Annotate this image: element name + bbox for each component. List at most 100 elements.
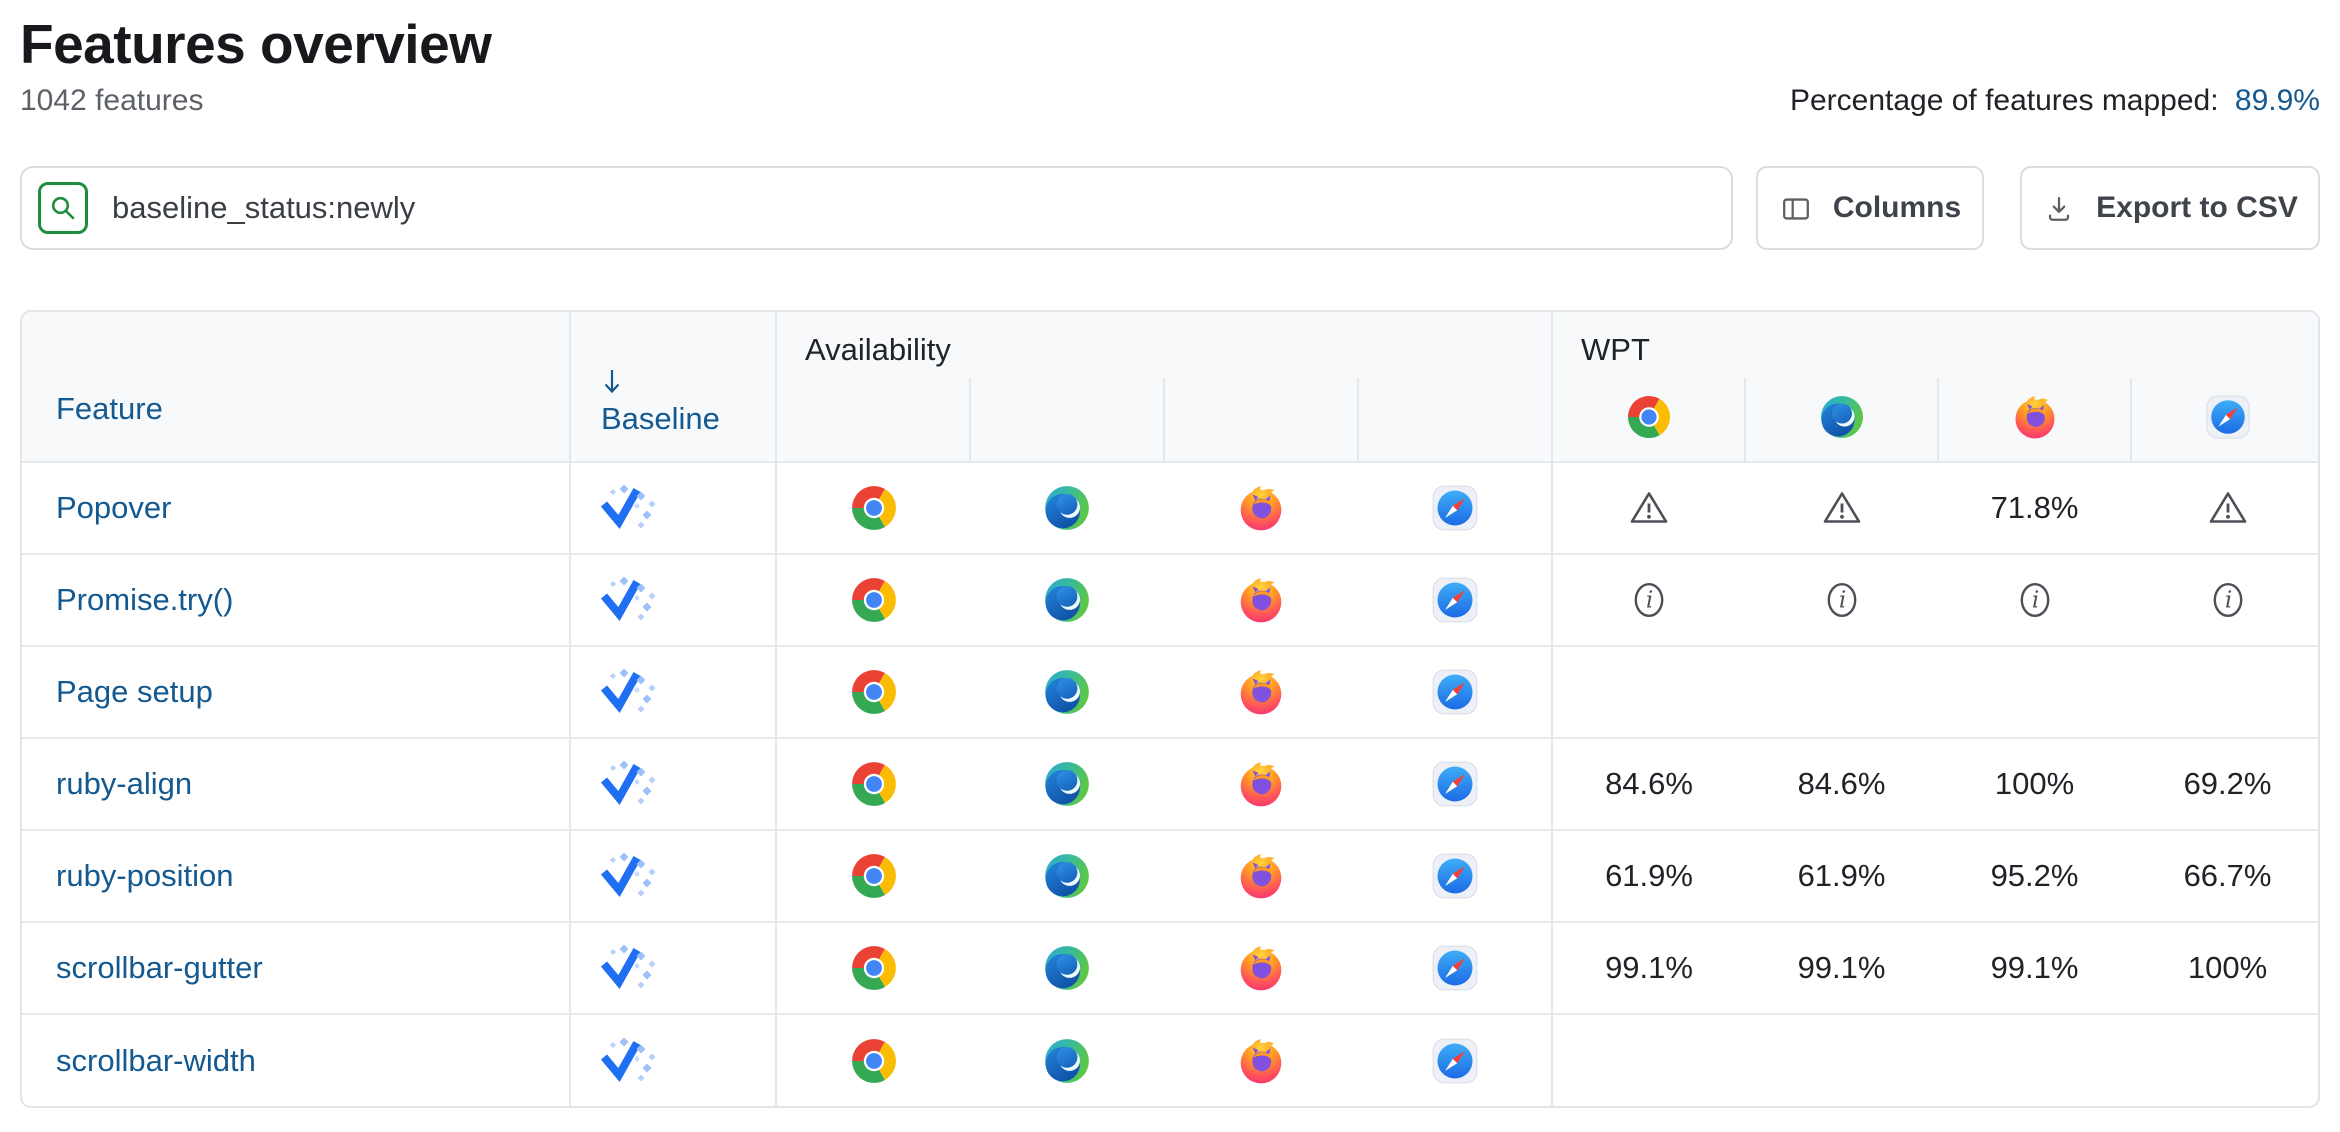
meta-row: 1042 features Percentage of features map… <box>20 84 2320 118</box>
feature-link[interactable]: scrollbar-width <box>56 1042 256 1078</box>
warning-icon[interactable] <box>1627 486 1671 530</box>
availability-firefox-cell <box>1164 461 1358 554</box>
chrome-icon <box>851 854 896 898</box>
wpt-cell: 61.9% <box>1551 829 1746 922</box>
safari-icon <box>1432 945 1477 991</box>
feature-link[interactable]: ruby-align <box>56 766 193 801</box>
availability-edge-cell <box>970 553 1164 646</box>
wpt-cell: 99.1% <box>1745 921 1939 1014</box>
edge-icon <box>1045 578 1089 622</box>
feature-row: Promise.try() <box>22 553 2318 646</box>
firefox-icon <box>1240 486 1282 531</box>
wpt-score: 71.8% <box>1990 490 2079 525</box>
baseline-newly-icon <box>600 760 656 806</box>
svg-text:i: i <box>1646 588 1653 614</box>
toolbar: Columns Export to CSV <box>20 166 2320 250</box>
availability-chrome-cell <box>775 1013 970 1106</box>
wpt-cell: 84.6% <box>1745 737 1939 830</box>
wpt-cell: 71.8% <box>1938 461 2132 554</box>
info-icon[interactable]: i <box>2013 578 2057 622</box>
sort-descending-icon <box>601 367 775 397</box>
baseline-newly-icon <box>600 852 656 898</box>
chrome-icon <box>1627 395 1670 439</box>
feature-name-cell: Popover <box>22 461 570 554</box>
wpt-cell <box>2131 461 2318 554</box>
feature-link[interactable]: Promise.try() <box>56 582 234 617</box>
availability-chrome-cell <box>775 737 970 830</box>
safari-icon <box>1432 577 1477 623</box>
wpt-cell <box>2131 645 2318 738</box>
wpt-cell <box>1745 1013 1939 1106</box>
wpt-subheader-edge <box>1744 378 1939 462</box>
feature-row: scrollbar-width <box>22 1013 2318 1106</box>
svg-text:i: i <box>2031 588 2038 614</box>
search-input[interactable] <box>112 190 1715 226</box>
baseline-newly-icon <box>600 1037 656 1082</box>
wpt-score: 61.9% <box>1605 858 1693 893</box>
feature-row: scrollbar-gutter <box>22 921 2318 1014</box>
wpt-subheader-chrome <box>1551 378 1746 462</box>
edge-icon <box>1045 946 1089 990</box>
chrome-icon <box>851 762 896 806</box>
info-icon[interactable]: i <box>2206 578 2250 622</box>
info-icon[interactable]: i <box>1820 578 1864 622</box>
wpt-cell: 99.1% <box>1938 921 2132 1014</box>
firefox-icon <box>2015 396 2055 439</box>
edge-icon <box>1045 1038 1089 1083</box>
baseline-sort-link[interactable]: Baseline <box>601 401 720 436</box>
feature-row: Popover <box>22 461 2318 554</box>
chrome-icon <box>851 670 896 714</box>
availability-chrome-cell <box>775 553 970 646</box>
availability-edge-cell <box>970 737 1164 830</box>
availability-firefox-cell <box>1164 737 1358 830</box>
availability-chrome-cell <box>775 921 970 1014</box>
wpt-score: 66.7% <box>2183 858 2272 893</box>
wpt-score: 84.6% <box>1605 766 1693 801</box>
info-icon[interactable]: i <box>1627 578 1671 622</box>
feature-link[interactable]: ruby-position <box>56 858 234 893</box>
search-icon-frame <box>38 182 88 234</box>
mapped-percentage-link[interactable]: 89.9% <box>2234 84 2320 117</box>
wpt-cell <box>1745 461 1939 554</box>
availability-safari-cell <box>1358 461 1553 554</box>
wpt-score: 95.2% <box>1990 858 2079 893</box>
availability-firefox-cell <box>1164 645 1358 738</box>
feature-link[interactable]: scrollbar-gutter <box>56 950 263 985</box>
feature-name-cell: scrollbar-width <box>22 1013 570 1106</box>
wpt-cell: i <box>1551 553 1746 646</box>
chrome-icon <box>851 1038 896 1083</box>
warning-icon[interactable] <box>2206 486 2250 530</box>
firefox-icon <box>1240 670 1282 715</box>
edge-icon <box>1045 854 1089 898</box>
feature-link[interactable]: Page setup <box>56 674 213 709</box>
baseline-status-cell <box>569 553 776 646</box>
export-csv-button[interactable]: Export to CSV <box>2020 166 2320 250</box>
feature-count: 1042 features <box>20 84 204 117</box>
search-box[interactable] <box>20 166 1733 250</box>
safari-icon <box>2206 395 2250 439</box>
wpt-cell <box>1551 645 1746 738</box>
feature-row: ruby-position <box>22 829 2318 922</box>
availability-edge-cell <box>970 461 1164 554</box>
wpt-score: 100% <box>1994 766 2075 801</box>
availability-chrome-cell <box>775 645 970 738</box>
edge-icon <box>1045 486 1089 530</box>
svg-text:i: i <box>2224 588 2231 614</box>
columns-button[interactable]: Columns <box>1756 166 1984 250</box>
wpt-subheader-firefox <box>1937 378 2132 462</box>
availability-safari-cell <box>1358 1013 1553 1106</box>
download-icon <box>2042 190 2076 225</box>
feature-link[interactable]: Popover <box>56 490 172 525</box>
firefox-icon <box>1240 854 1282 899</box>
availability-subheader <box>1163 378 1358 462</box>
wpt-subheader-safari <box>2130 378 2318 462</box>
edge-icon <box>1045 762 1089 806</box>
firefox-icon <box>1240 578 1282 623</box>
availability-firefox-cell <box>1164 829 1358 922</box>
baseline-newly-icon <box>600 576 656 622</box>
feature-column-header: Feature <box>22 312 570 462</box>
wpt-cell: 66.7% <box>2131 829 2318 922</box>
availability-safari-cell <box>1358 829 1553 922</box>
warning-icon[interactable] <box>1820 486 1864 530</box>
feature-sort-link[interactable]: Feature <box>56 391 163 426</box>
